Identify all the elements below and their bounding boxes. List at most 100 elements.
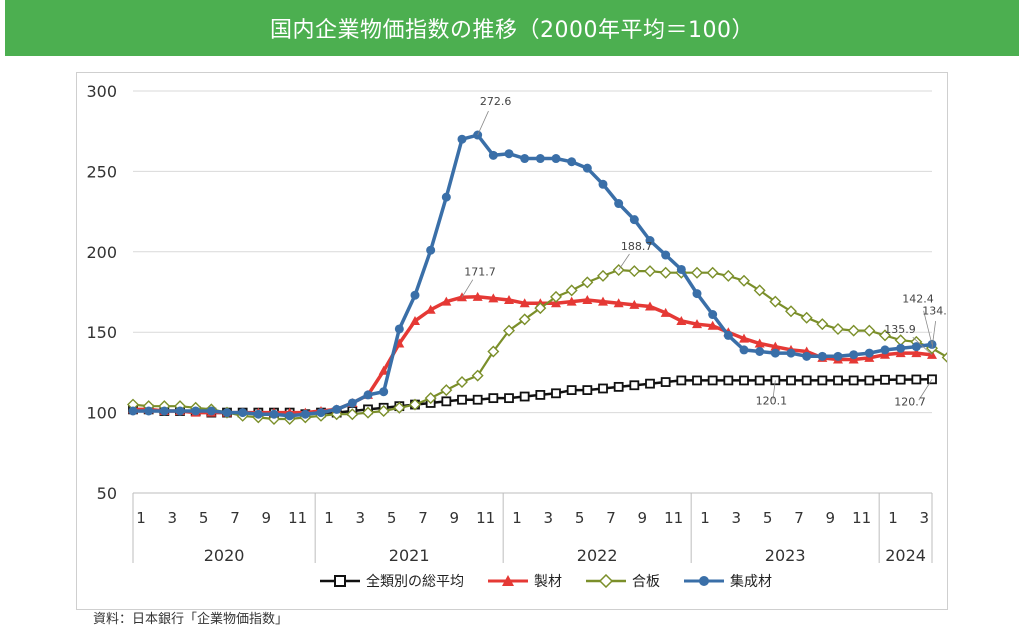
data-point [581, 276, 594, 289]
data-point [708, 310, 718, 320]
data-point [707, 375, 718, 386]
data-point [692, 319, 702, 329]
data-point [833, 351, 843, 361]
data-point [472, 291, 483, 301]
data-point [285, 411, 295, 421]
data-point [628, 265, 641, 278]
data-point [159, 406, 169, 416]
data-point [911, 348, 922, 358]
x-tick-label: 9 [262, 509, 272, 527]
x-tick-label: 5 [387, 509, 397, 527]
data-label: 171.7 [464, 265, 496, 278]
data-point [597, 269, 609, 282]
data-point [661, 250, 671, 260]
x-tick-label: 1 [324, 509, 334, 527]
data-point [363, 390, 373, 400]
annotation-leader [931, 321, 936, 349]
year-label: 2021 [389, 546, 430, 565]
data-point [488, 293, 499, 303]
data-point [706, 266, 719, 279]
data-point [785, 305, 797, 318]
data-point [598, 383, 608, 394]
data-point [894, 334, 907, 347]
data-point [487, 345, 500, 358]
data-point [864, 375, 875, 386]
legend-item-lumber: 製材 [488, 571, 562, 591]
data-point [426, 245, 436, 255]
data-point [864, 348, 874, 358]
x-tick-label: 3 [356, 509, 366, 527]
data-point [582, 163, 592, 173]
data-point [644, 265, 656, 278]
x-tick-label: 1 [136, 509, 146, 527]
data-point [534, 302, 547, 315]
annotation-leader [618, 253, 630, 271]
data-point [692, 289, 702, 299]
data-point [613, 381, 624, 392]
data-point [676, 375, 687, 386]
year-label: 2023 [765, 546, 806, 565]
data-point [896, 343, 906, 353]
data-point [504, 149, 514, 159]
data-point [551, 154, 561, 164]
y-tick-label: 50 [97, 484, 117, 503]
x-tick-label: 9 [826, 509, 836, 527]
data-point [565, 284, 578, 297]
data-point [504, 393, 514, 404]
data-point [770, 341, 781, 351]
data-label: 120.7 [894, 395, 926, 408]
data-point [629, 215, 639, 225]
legend-item-glulam: 集成材 [684, 571, 772, 591]
data-point [801, 375, 812, 386]
data-point [832, 322, 844, 335]
data-point [786, 348, 796, 358]
data-point [817, 351, 827, 361]
data-point [456, 376, 468, 389]
annotation-leader [912, 336, 933, 356]
data-point [409, 398, 421, 411]
data-point [424, 392, 437, 405]
data-point [488, 393, 499, 404]
data-point [269, 409, 279, 419]
data-point [723, 375, 734, 386]
data-point [410, 290, 420, 300]
x-tick-label: 9 [450, 509, 460, 527]
series-line [133, 133, 933, 418]
data-point [441, 296, 452, 306]
data-point [598, 296, 608, 306]
data-point [802, 351, 812, 361]
data-point [739, 345, 749, 355]
black-square-marker-icon [320, 575, 360, 587]
annotation-leader [461, 279, 474, 298]
data-point [739, 375, 749, 386]
data-point [300, 409, 310, 419]
data-label: 120.1 [756, 394, 788, 407]
y-tick-label: 200 [86, 243, 117, 262]
red-triangle-marker-icon [488, 575, 528, 586]
source-note: 資料：日本銀行「企業物価指数」 [93, 612, 289, 627]
data-point [833, 375, 843, 386]
x-tick-label: 5 [575, 509, 585, 527]
data-point [660, 377, 671, 387]
data-point [613, 298, 624, 308]
annotation-leader [923, 310, 933, 345]
data-point [800, 311, 813, 324]
data-point [692, 375, 702, 386]
year-label: 2020 [204, 546, 245, 565]
data-point [471, 369, 484, 382]
data-point [566, 385, 577, 395]
data-label: 134.3 [922, 304, 947, 317]
data-point [645, 301, 655, 311]
series-line [133, 378, 933, 416]
annotation-leader [918, 379, 933, 401]
data-point [770, 348, 780, 358]
x-tick-label: 5 [199, 509, 209, 527]
data-point [441, 396, 452, 407]
data-point [379, 387, 389, 397]
data-point [503, 324, 515, 337]
data-point [457, 134, 467, 144]
data-point [629, 380, 640, 391]
x-tick-label: 11 [664, 509, 683, 527]
data-point [895, 374, 906, 385]
